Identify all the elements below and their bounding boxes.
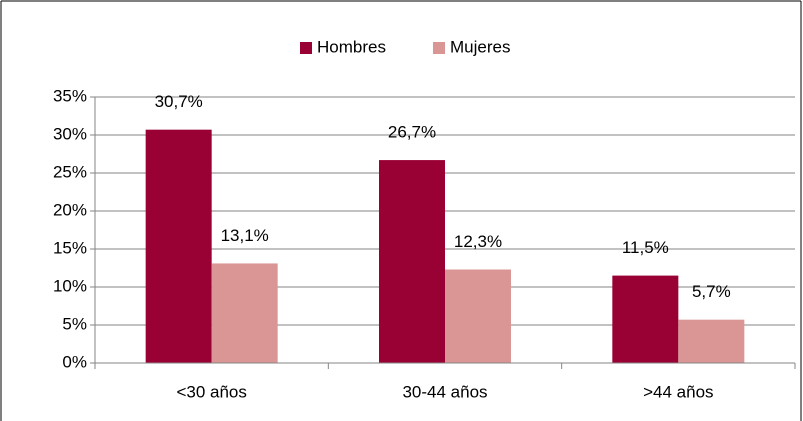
y-tick-label: 5% [62,314,87,333]
legend-swatch [433,42,445,54]
bar [379,160,445,363]
bar [145,129,212,363]
value-label: 13,1% [221,226,269,245]
legend-label: Hombres [317,37,386,56]
value-label: 5,7% [692,282,731,301]
y-tick-label: 0% [62,352,87,371]
y-tick-label: 25% [53,162,87,181]
bar [612,275,679,363]
x-tick-label: 30-44 años [402,382,487,401]
x-tick-label: >44 años [643,382,713,401]
legend-label: Mujeres [450,37,510,56]
value-label: 26,7% [388,123,436,142]
bar [211,263,278,363]
bar [678,319,745,363]
y-tick-label: 10% [53,276,87,295]
y-tick-label: 15% [53,238,87,257]
bar [445,269,511,363]
value-label: 11,5% [622,238,669,257]
y-tick-label: 30% [53,124,87,143]
x-tick-label: <30 años [176,382,246,401]
value-label: 12,3% [454,232,502,251]
y-tick-label: 20% [53,200,87,219]
y-tick-label: 35% [53,86,87,105]
legend-swatch [300,42,312,54]
value-label: 30,7% [155,92,203,111]
